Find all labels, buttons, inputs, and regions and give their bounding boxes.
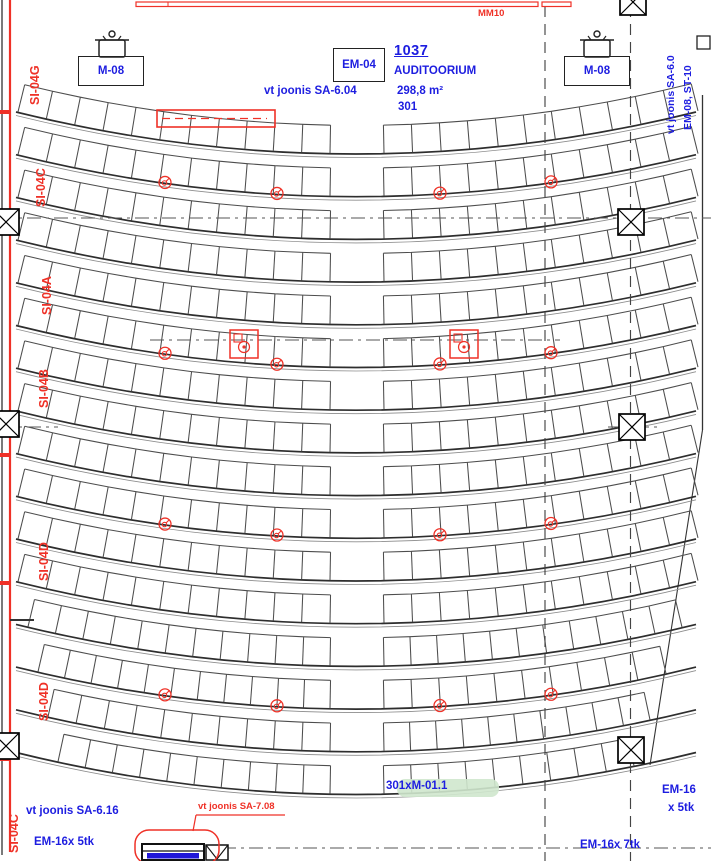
m08-right-label: M-08 bbox=[583, 65, 611, 77]
red-annotations bbox=[135, 1, 572, 832]
misc-details bbox=[95, 30, 614, 58]
seat-type-tag: 301xM-01.1 bbox=[386, 780, 448, 792]
bottom-right-equipment-2: x 5tk bbox=[668, 802, 695, 814]
room-number: 1037 bbox=[394, 43, 429, 59]
seat-tag-highlight bbox=[397, 779, 499, 797]
m08-left-box: M-08 bbox=[78, 56, 144, 86]
right-edge-equipment: EM-08, ST-10 bbox=[682, 65, 694, 130]
grid-label-si04c-1: SI-04C bbox=[34, 168, 48, 207]
heater-label: MM10 bbox=[478, 8, 505, 19]
room-code: 301 bbox=[398, 101, 418, 113]
right-edge-ref: vt joonis SA-6.0 bbox=[665, 55, 677, 134]
bottom-left-ref: vt joonis SA-6.16 bbox=[26, 805, 119, 817]
lectern-group bbox=[134, 829, 229, 861]
grid-label-si04d-2: SI-04D bbox=[37, 682, 51, 721]
grid-label-si04c-2: SI-04C bbox=[7, 814, 21, 853]
grid-label-si04a: SI-04A bbox=[40, 276, 54, 315]
em04-label: EM-04 bbox=[342, 59, 376, 71]
m08-right-box: M-08 bbox=[564, 56, 630, 86]
room-area: 298,8 m² bbox=[397, 85, 444, 97]
bottom-right-equipment-1: EM-16 bbox=[662, 784, 696, 796]
structural-columns bbox=[0, 0, 647, 764]
lectern-ref: vt joonis SA-7.08 bbox=[198, 801, 275, 812]
bottom-equipment: EM-16x 7tk bbox=[580, 839, 641, 851]
em04-equipment-box: EM-04 bbox=[333, 48, 385, 82]
grid-label-si04b: SI-04B bbox=[37, 369, 51, 408]
m08-left-label: M-08 bbox=[97, 65, 125, 77]
grid-label-si04g: SI-04G bbox=[28, 65, 42, 105]
grid-label-si04d-1: SI-04D bbox=[37, 542, 51, 581]
bottom-left-equipment: EM-16x 5tk bbox=[34, 836, 95, 848]
room-ref: vt joonis SA-6.04 bbox=[264, 85, 357, 97]
seating-rows bbox=[15, 83, 699, 799]
room-name: AUDITOORIUM bbox=[394, 65, 477, 77]
